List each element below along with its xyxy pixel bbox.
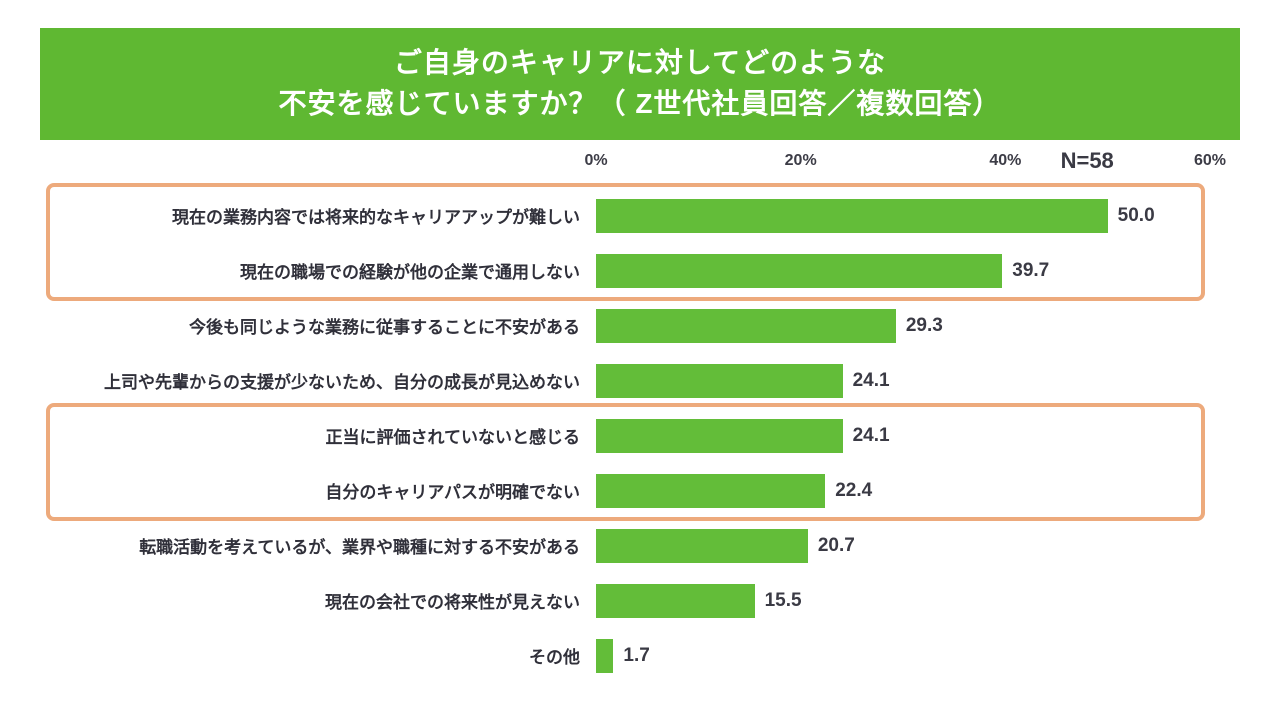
bar-area: 50.0 bbox=[596, 188, 1210, 243]
chart-row: 転職活動を考えているが、業界や職種に対する不安がある 20.7 bbox=[40, 518, 1240, 573]
category-label: 今後も同じような業務に従事することに不安がある bbox=[189, 318, 580, 337]
value-label: 24.1 bbox=[852, 369, 890, 391]
x-axis-tick: 0% bbox=[584, 152, 608, 169]
x-axis-tick: 20% bbox=[784, 152, 817, 169]
category-label: 現在の職場での経験が他の企業で通用しない bbox=[240, 263, 580, 282]
value-label: 20.7 bbox=[817, 534, 855, 556]
chart-rows: 現在の業務内容では将来的なキャリアアップが難しい 50.0 現在の職場での経験が他の… bbox=[40, 183, 1240, 683]
value-label: 22.4 bbox=[835, 479, 873, 501]
bar-area: 39.7 bbox=[596, 243, 1210, 298]
value-label: 15.5 bbox=[764, 589, 802, 611]
x-axis-tick: 40% bbox=[989, 152, 1022, 169]
bar bbox=[596, 198, 1108, 233]
chart-row: その他 1.7 bbox=[40, 628, 1240, 683]
bar-area: 1.7 bbox=[596, 628, 1210, 683]
bar bbox=[596, 528, 808, 563]
chart-row: 現在の会社での将来性が見えない 15.5 bbox=[40, 573, 1240, 628]
chart-row: 自分のキャリアパスが明確でない 22.4 bbox=[40, 463, 1240, 518]
bar-area: 29.3 bbox=[596, 298, 1210, 353]
bar-area: 22.4 bbox=[596, 463, 1210, 518]
bar-area: 24.1 bbox=[596, 408, 1210, 463]
chart-row: 正当に評価されていないと感じる 24.1 bbox=[40, 408, 1240, 463]
value-label: 50.0 bbox=[1117, 204, 1155, 226]
bar bbox=[596, 473, 826, 508]
value-label: 39.7 bbox=[1012, 259, 1050, 281]
category-label: 現在の会社での将来性が見えない bbox=[325, 593, 580, 612]
category-label: 自分のキャリアパスが明確でない bbox=[325, 483, 580, 502]
bar bbox=[596, 253, 1003, 288]
bar bbox=[596, 638, 614, 673]
bar-chart: N=58 0% 20% 40% 60% 現在の業務内容では将来的なキャリアアップが難し… bbox=[40, 148, 1240, 683]
category-label: 正当に評価されていないと感じる bbox=[325, 428, 581, 447]
chart-title-line1: ご自身のキャリアに対してどのような bbox=[393, 47, 887, 79]
bar-area: 24.1 bbox=[596, 353, 1210, 408]
chart-row: 現在の業務内容では将来的なキャリアアップが難しい 50.0 bbox=[40, 188, 1240, 243]
bar bbox=[596, 308, 896, 343]
category-label: 現在の業務内容では将来的なキャリアアップが難しい bbox=[172, 208, 580, 227]
x-axis: N=58 0% 20% 40% 60% bbox=[584, 148, 1226, 188]
chart-title-banner: ご自身のキャリアに対してどのような 不安を感じていますか？（ Z世代社員回答／複… bbox=[40, 28, 1240, 140]
bar bbox=[596, 418, 843, 453]
value-label: 29.3 bbox=[905, 314, 943, 336]
value-label: 1.7 bbox=[623, 644, 650, 666]
bar-area: 20.7 bbox=[596, 518, 1210, 573]
category-label: 転職活動を考えているが、業界や職種に対する不安がある bbox=[139, 538, 580, 557]
category-label: 上司や先輩からの支援が少ないため、自分の成長が見込めない bbox=[104, 373, 580, 392]
chart-row: 上司や先輩からの支援が少ないため、自分の成長が見込めない 24.1 bbox=[40, 353, 1240, 408]
value-label: 24.1 bbox=[852, 424, 890, 446]
bar bbox=[596, 583, 755, 618]
bar-area: 15.5 bbox=[596, 573, 1210, 628]
chart-row: 現在の職場での経験が他の企業で通用しない 39.7 bbox=[40, 243, 1240, 298]
chart-row: 今後も同じような業務に従事することに不安がある 29.3 bbox=[40, 298, 1240, 353]
x-axis-tick: 60% bbox=[1193, 152, 1227, 169]
chart-title-line2: 不安を感じていますか？（ Z世代社員回答／複数回答） bbox=[278, 88, 1002, 119]
bar bbox=[596, 363, 843, 398]
category-label: その他 bbox=[529, 648, 580, 667]
sample-size-label: N=58 bbox=[1060, 148, 1114, 173]
